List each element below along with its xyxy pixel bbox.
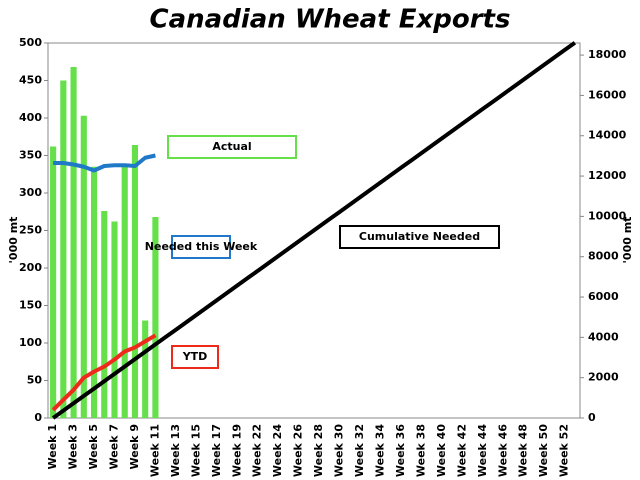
- y-tick-label: 0: [34, 411, 42, 424]
- y2-tick-label: 4000: [588, 330, 619, 343]
- bar: [121, 166, 128, 418]
- x-tick-label: Week 15: [189, 424, 202, 477]
- y-tick-label: 150: [19, 299, 42, 312]
- bar: [50, 146, 57, 418]
- annotation-box: [171, 235, 231, 259]
- series-label: Cumulative Needed: [359, 230, 480, 243]
- y-tick-label: 250: [19, 224, 42, 237]
- bar: [60, 80, 67, 418]
- x-tick-label: Week 40: [435, 424, 448, 477]
- y2-tick-label: 2000: [588, 371, 619, 384]
- x-tick-label: Week 13: [169, 424, 182, 477]
- y2-tick-label: 16000: [588, 88, 627, 101]
- series-label: Actual: [212, 140, 251, 153]
- y2-tick-label: 12000: [588, 169, 627, 182]
- x-tick-label: Week 19: [230, 424, 243, 477]
- bar: [80, 115, 87, 418]
- y2-tick-label: 18000: [588, 48, 627, 61]
- y2-tick-label: 10000: [588, 209, 627, 222]
- y-tick-label: 100: [19, 336, 42, 349]
- line-series: [51, 41, 577, 420]
- bar: [142, 320, 149, 418]
- y2-tick-label: 0: [588, 411, 596, 424]
- x-tick-label: Week 11: [148, 424, 161, 477]
- y-tick-label: 400: [19, 111, 42, 124]
- y-tick-label: 500: [19, 36, 42, 49]
- x-tick-label: Week 3: [67, 424, 80, 469]
- y2-tick-label: 8000: [588, 250, 619, 263]
- x-tick-label: Week 26: [292, 424, 305, 477]
- bar: [90, 166, 98, 418]
- x-tick-label: Week 9: [128, 424, 141, 469]
- y-axis-label: '000 mt: [7, 217, 20, 264]
- x-tick-label: Week 38: [414, 424, 427, 477]
- bar: [152, 217, 159, 418]
- bar: [70, 67, 77, 418]
- x-tick-label: Week 36: [394, 424, 407, 477]
- y2-tick-label: 14000: [588, 129, 627, 142]
- x-tick-label: Week 7: [108, 424, 121, 469]
- x-tick-label: Week 17: [210, 424, 223, 477]
- x-tick-label: Week 48: [517, 424, 530, 477]
- series-label: Needed this Week: [145, 240, 258, 253]
- bar: [111, 221, 118, 418]
- x-tick-label: Week 22: [251, 424, 264, 477]
- y2-axis-label: '000 mt: [621, 217, 634, 264]
- x-tick-label: Week 44: [476, 424, 489, 477]
- x-tick-label: Week 28: [312, 424, 325, 477]
- line-series: [51, 333, 157, 412]
- x-tick-label: Week 30: [333, 424, 346, 477]
- bar: [101, 211, 108, 418]
- x-tick-label: Week 52: [558, 424, 571, 477]
- x-tick-label: Week 32: [353, 424, 366, 477]
- chart-title: Canadian Wheat Exports: [150, 5, 511, 35]
- y2-tick-label: 6000: [588, 290, 619, 303]
- y-tick-label: 450: [19, 74, 42, 87]
- y-tick-label: 300: [19, 186, 42, 199]
- x-tick-label: Week 34: [374, 424, 387, 477]
- x-tick-label: Week 50: [537, 424, 550, 477]
- annotation-box: [339, 225, 500, 249]
- line-series: [53, 153, 156, 173]
- y-tick-label: 350: [19, 149, 42, 162]
- y-tick-label: 200: [19, 261, 42, 274]
- x-tick-label: Week 24: [271, 424, 284, 477]
- annotation-box: [167, 135, 297, 159]
- bar: [131, 145, 139, 418]
- y-tick-label: 50: [27, 374, 43, 387]
- annotation-box: [171, 345, 219, 369]
- series-label: YTD: [182, 350, 208, 363]
- x-tick-label: Week 1: [46, 424, 59, 469]
- x-tick-label: Week 5: [87, 424, 100, 469]
- x-tick-label: Week 42: [455, 424, 468, 477]
- x-tick-label: Week 46: [496, 424, 509, 477]
